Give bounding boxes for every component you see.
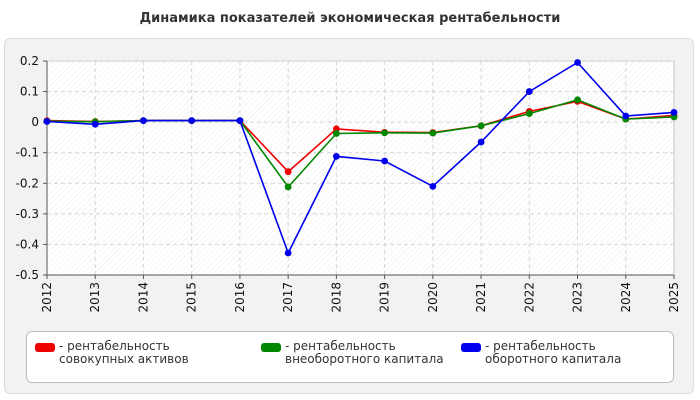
series-2-point[interactable] [332,152,340,160]
y-tick-label: 0.1 [20,85,39,99]
y-tick-label: -0.5 [16,268,39,282]
legend: - рентабельность совокупных активов - ре… [26,331,674,383]
x-tick-label: 2025 [667,282,681,313]
x-tick-label: 2018 [329,282,343,313]
series-layer [43,59,678,257]
legend-label-working-capital: - рентабельность оборотного капитала [485,339,622,366]
y-tick-label: -0.1 [16,146,39,160]
x-tick-label: 2024 [619,282,633,313]
legend-swatch-total-assets [35,343,55,352]
x-tick-label: 2017 [281,282,295,313]
x-tick-label: 2020 [426,282,440,313]
series-1-point[interactable] [284,183,292,191]
series-2-point[interactable] [670,108,678,116]
y-tick-label: -0.4 [16,237,39,251]
y-tick-label: -0.2 [16,176,39,190]
x-tick-label: 2021 [474,282,488,313]
series-1-point[interactable] [574,96,581,104]
legend-swatch-non-current-capital [261,343,281,352]
x-tick-label: 2016 [233,282,247,313]
x-tick-label: 2022 [522,282,536,313]
series-2-point[interactable] [574,59,581,66]
series-2-point[interactable] [188,117,196,125]
x-tick-label: 2012 [40,282,54,313]
x-tick-label: 2013 [88,282,102,313]
series-2-point[interactable] [429,182,437,190]
x-axis-ticks: 2012 2013 2014 2015 2016 2017 2018 2019 2020 2021… [40,275,681,313]
x-tick-label: 2015 [185,282,199,313]
legend-swatch-working-capital [461,343,481,352]
series-2-point[interactable] [284,249,292,257]
series-2-point[interactable] [43,118,51,125]
y-axis-ticks: 0.2 0.1 0 -0.1 -0.2 -0.3 -0.4 -0.5 [16,54,47,282]
series-2-point[interactable] [140,117,147,125]
legend-label-non-current-capital: - рентабельность внеоборотного капитала [285,339,444,366]
plot-area [46,60,675,276]
series-2-point[interactable] [622,112,630,120]
y-tick-label: -0.3 [16,207,39,221]
series-line-2 [46,61,675,256]
y-tick-label: 0 [31,115,39,129]
x-tick-label: 2019 [378,282,392,313]
series-2-point[interactable] [477,138,485,146]
series-2-point[interactable] [236,117,244,125]
x-tick-label: 2023 [571,282,585,313]
series-2-point[interactable] [91,120,99,128]
series-0-point[interactable] [284,168,292,176]
chart-title: Динамика показателей экономическая рента… [139,11,561,26]
legend-label-total-assets: - рентабельность совокупных активов [59,339,189,366]
series-2-point[interactable] [525,88,533,95]
x-tick-label: 2014 [136,282,150,313]
series-2-point[interactable] [381,157,389,165]
series-1-point[interactable] [332,130,340,137]
grid-lines [47,60,674,276]
series-1-point[interactable] [477,122,485,130]
series-1-point[interactable] [381,129,389,137]
series-1-point[interactable] [429,129,437,137]
y-tick-label: 0.2 [20,54,39,68]
series-1-point[interactable] [525,110,533,117]
axes [46,61,674,276]
